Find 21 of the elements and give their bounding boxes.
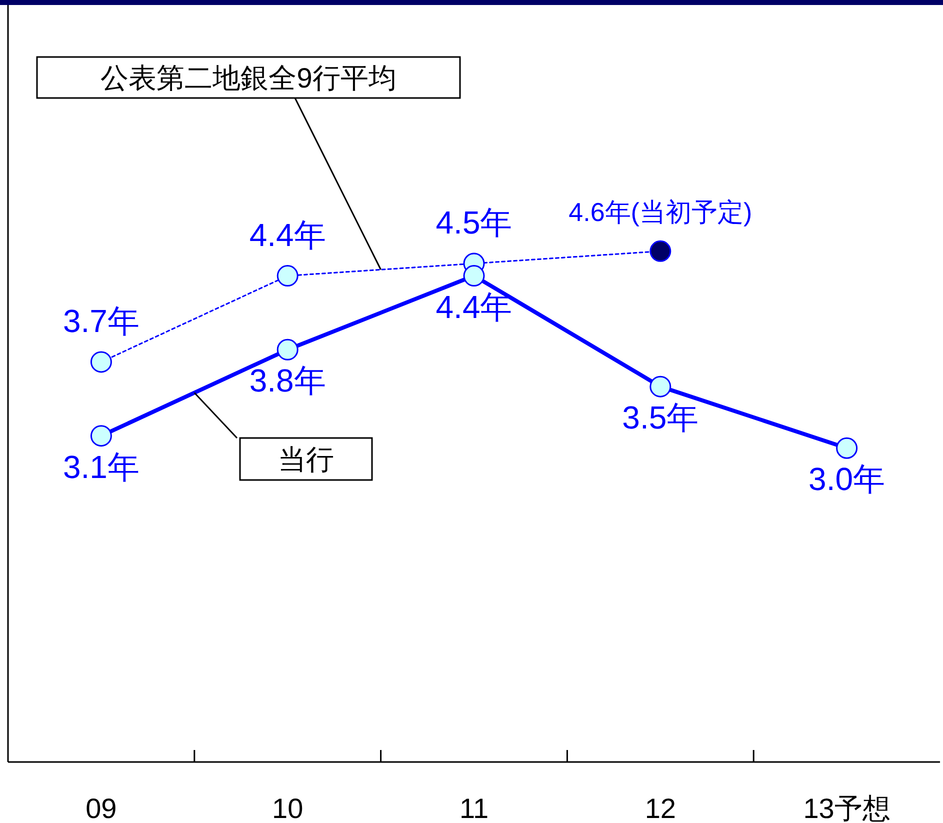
point bbox=[90, 425, 112, 447]
point bbox=[463, 265, 485, 287]
point bbox=[650, 376, 672, 398]
x-tick-label: 09 bbox=[86, 793, 117, 823]
data-label: 3.5年 bbox=[622, 400, 699, 436]
data-label: 3.1年 bbox=[62, 448, 140, 485]
data-label: 3.7年 bbox=[62, 302, 140, 339]
data-label: 4.4年 bbox=[249, 216, 326, 253]
x-tick-label: 10 bbox=[272, 793, 304, 823]
data-label: 4.4年 bbox=[436, 288, 512, 325]
data-label: 4.5年 bbox=[436, 204, 512, 240]
point bbox=[90, 351, 112, 373]
x-tick-label: 12 bbox=[644, 793, 676, 823]
point bbox=[276, 265, 298, 287]
point bbox=[276, 338, 298, 360]
data-label: 3.0年 bbox=[808, 461, 886, 498]
x-tick-label: 13予想 bbox=[803, 793, 890, 823]
data-label: 4.6年(当初予定) bbox=[568, 197, 752, 228]
point bbox=[650, 240, 672, 262]
x-tick-label: 11 bbox=[459, 793, 489, 823]
point bbox=[836, 437, 858, 459]
